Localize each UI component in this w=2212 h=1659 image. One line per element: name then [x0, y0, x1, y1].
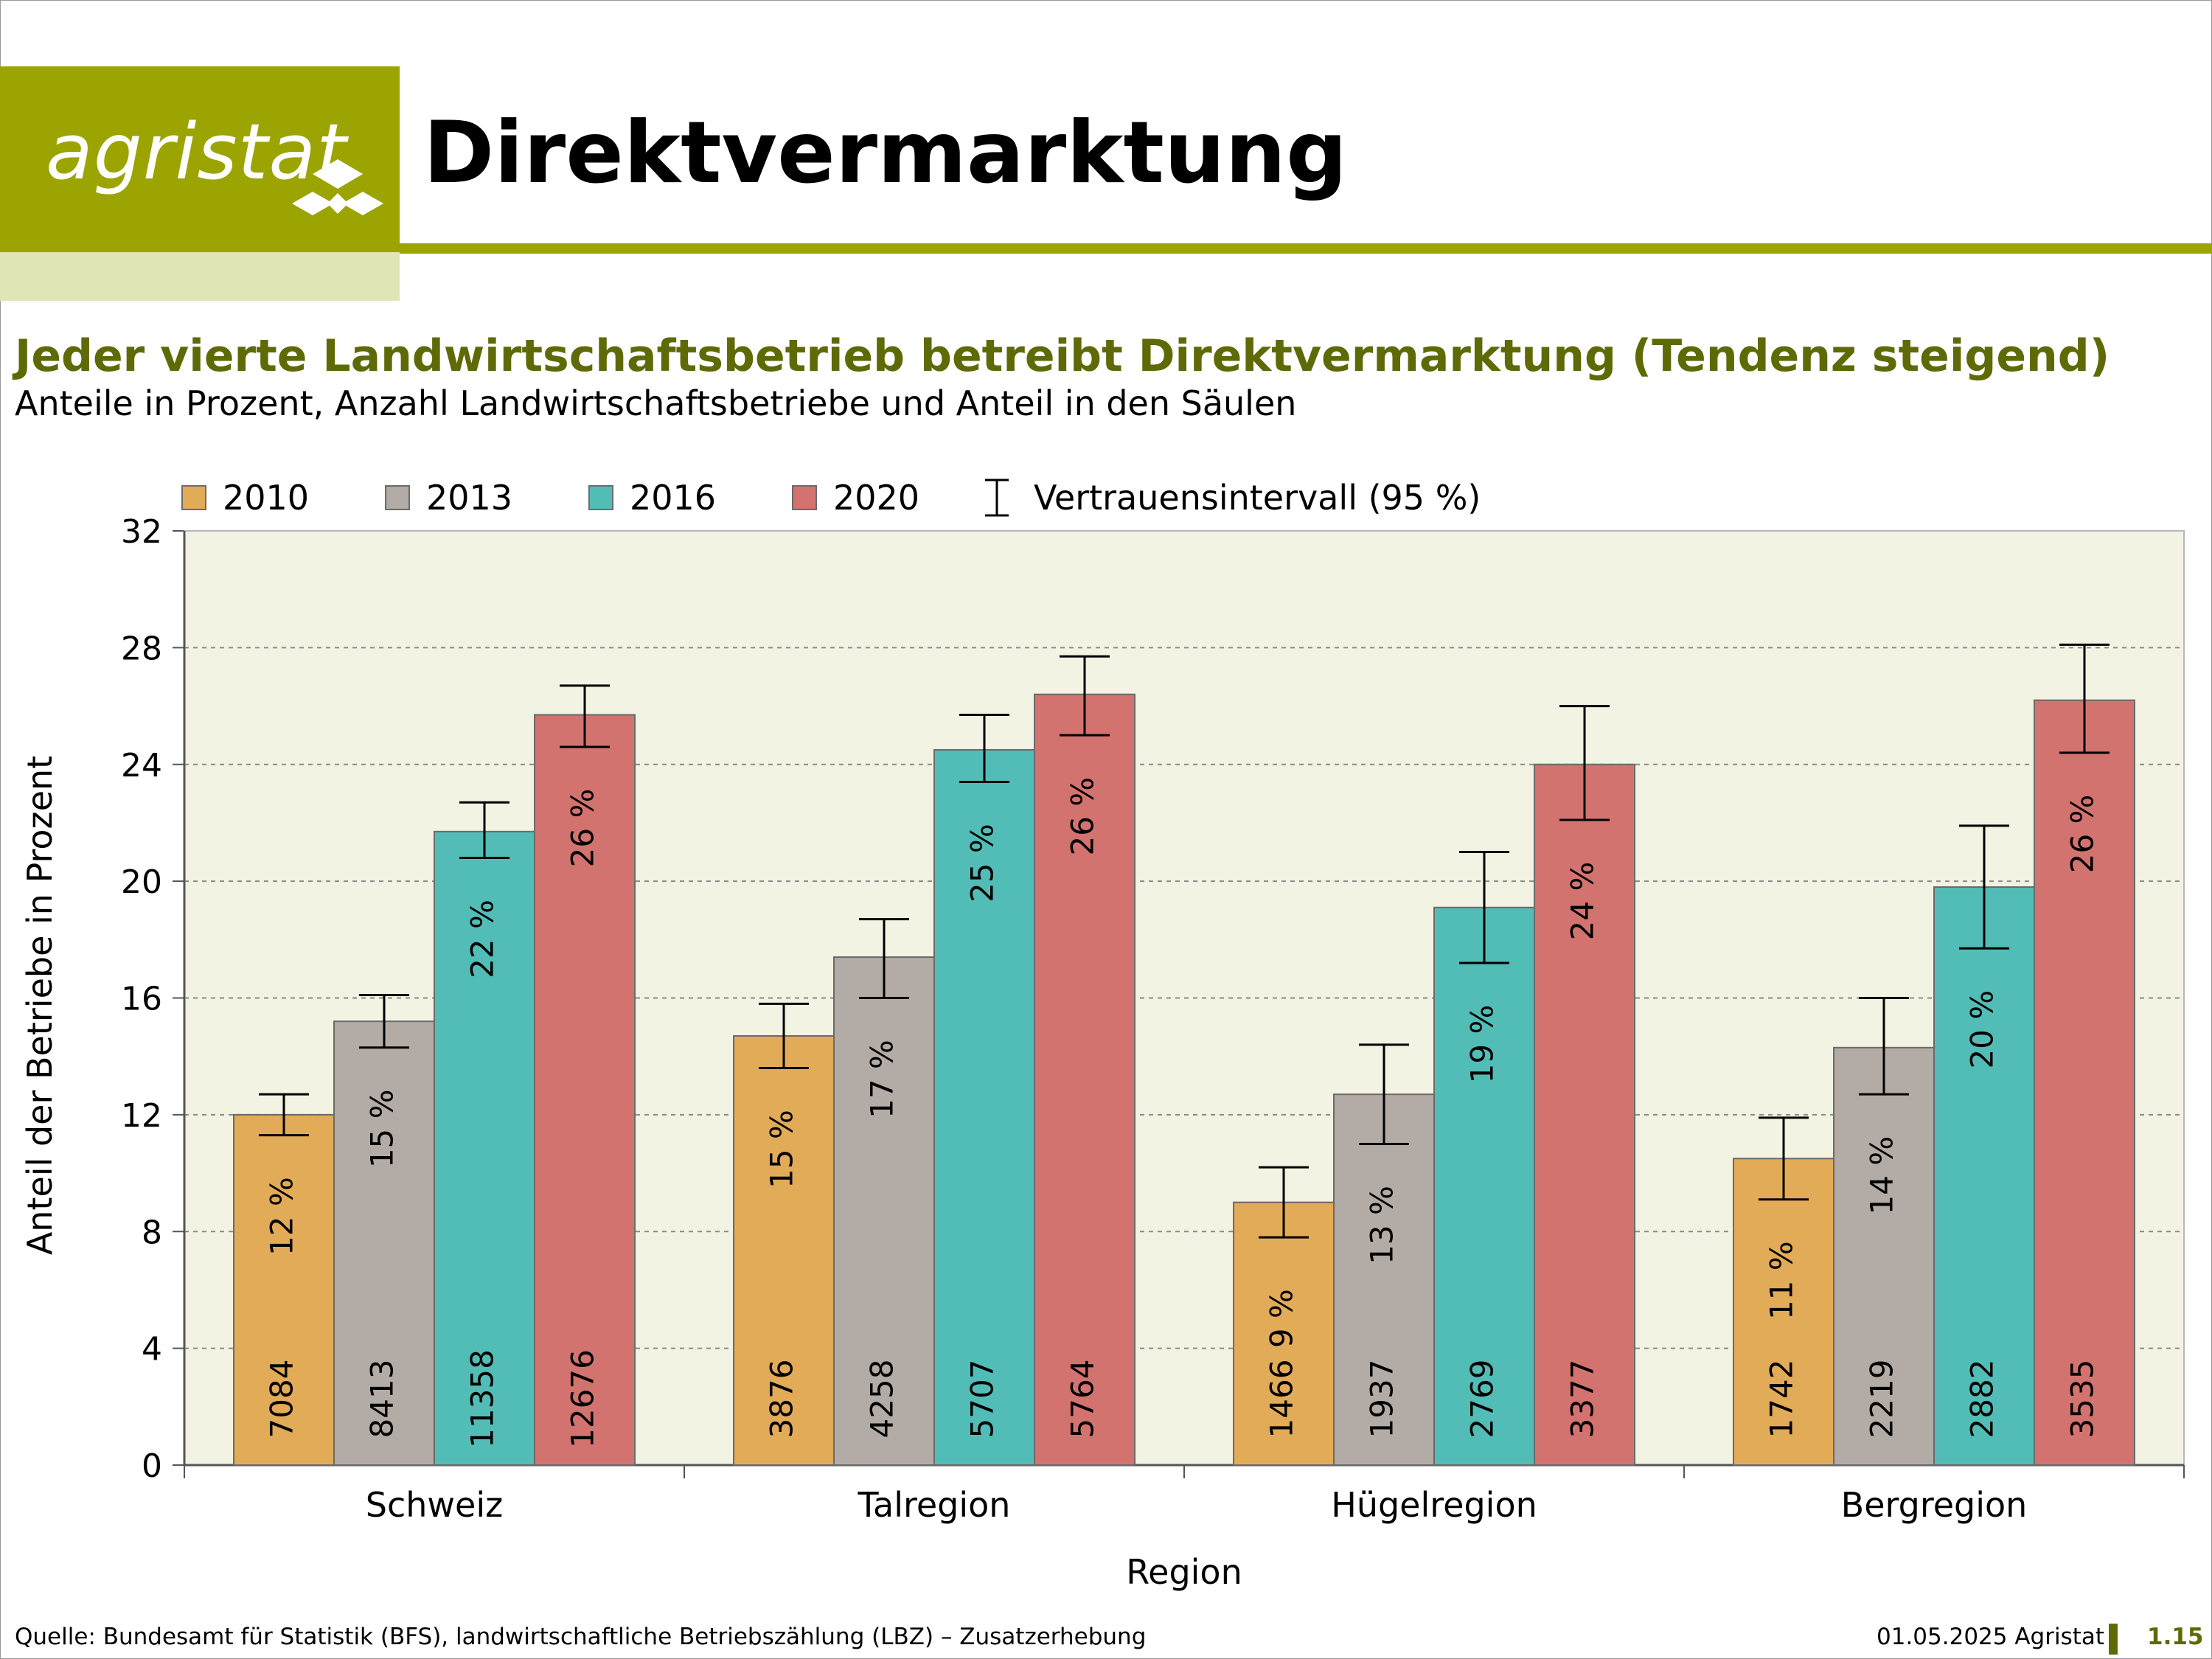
legend-label-2016: 2016 [630, 478, 717, 518]
y-tick-label: 32 [121, 513, 162, 551]
data-label-percent: 12 % [264, 1177, 300, 1256]
y-tick-label: 8 [142, 1214, 162, 1251]
data-label-count: 8413 [364, 1360, 400, 1439]
bar [1233, 1201, 1335, 1466]
bar [534, 714, 636, 1466]
legend-label-2013: 2013 [426, 478, 513, 518]
legend-label-2010: 2010 [223, 478, 310, 518]
bar [1433, 906, 1535, 1466]
data-label-count: 7084 [264, 1360, 300, 1439]
data-label-count: 2219 [1864, 1360, 1900, 1439]
legend-swatch-2010 [181, 485, 206, 510]
logo-underlay [0, 252, 400, 301]
agristat-logo-mark-icon [292, 159, 383, 215]
x-axis-title: Region [1126, 1552, 1242, 1592]
data-label-count: 1742 [1764, 1360, 1800, 1439]
legend-swatch-2020 [792, 485, 817, 510]
data-label-percent: 15 % [764, 1110, 800, 1189]
data-label-percent: 26 % [2065, 795, 2101, 874]
agristat-logo: agristat [46, 107, 347, 197]
bar [1034, 693, 1135, 1466]
legend-item-2016: 2016 [588, 472, 716, 524]
legend-label-2020: 2020 [833, 478, 920, 518]
data-label-count: 5764 [1065, 1360, 1101, 1439]
chart-subtitle: Anteile in Prozent, Anzahl Landwirtschaf… [15, 383, 1297, 423]
header-rule [400, 243, 2212, 254]
y-tick-label: 28 [121, 630, 162, 667]
footer-divider [2109, 1624, 2118, 1655]
bar [2034, 699, 2135, 1466]
bar [233, 1113, 335, 1466]
page-title: Direktvermarktung [423, 103, 1348, 203]
data-label-count: 2769 [1464, 1360, 1500, 1439]
data-label-percent: 26 % [1065, 777, 1101, 856]
legend-swatch-2013 [385, 485, 410, 510]
bar [1333, 1093, 1435, 1467]
source-note: Quelle: Bundesamt für Statistik (BFS), l… [15, 1624, 1147, 1650]
data-label-percent: 20 % [1964, 990, 2000, 1069]
x-tick-label: Talregion [858, 1485, 1011, 1525]
bar [1733, 1158, 1834, 1466]
x-tick-label: Hügelregion [1331, 1485, 1537, 1525]
data-label-count: 4258 [864, 1360, 900, 1439]
data-label-percent: 9 % [1264, 1289, 1300, 1348]
y-axis-title: Anteil der Betriebe in Prozent [20, 756, 60, 1255]
bar [833, 956, 935, 1466]
data-label-count: 11358 [465, 1349, 501, 1448]
logo-box [0, 66, 400, 252]
data-label-count: 2882 [1964, 1360, 2000, 1439]
bar [1933, 886, 2035, 1466]
data-label-count: 3535 [2065, 1360, 2101, 1439]
bar [1833, 1046, 1935, 1466]
data-label-percent: 26 % [565, 789, 601, 868]
x-tick-label: Bergregion [1841, 1485, 2028, 1525]
bar [1534, 763, 1635, 1466]
page-number: 1.15 [2147, 1624, 2204, 1650]
data-label-percent: 19 % [1464, 1005, 1500, 1084]
chart-title: Jeder vierte Landwirtschaftsbetrieb betr… [15, 330, 2110, 382]
data-label-count: 1937 [1364, 1360, 1400, 1439]
legend-swatch-2016 [588, 485, 613, 510]
data-label-count: 5707 [964, 1360, 1001, 1439]
bar [933, 748, 1035, 1466]
data-label-percent: 24 % [1565, 862, 1601, 941]
legend-item-2010: 2010 [181, 472, 309, 524]
bar [333, 1020, 435, 1467]
data-label-count: 1466 [1264, 1360, 1300, 1439]
data-label-count: 3377 [1565, 1360, 1601, 1439]
bar [733, 1034, 835, 1467]
data-label-percent: 22 % [465, 900, 501, 978]
y-tick-label: 0 [142, 1447, 162, 1485]
data-label-percent: 25 % [964, 824, 1001, 902]
data-label-percent: 15 % [364, 1089, 400, 1168]
legend-item-2020: 2020 [792, 472, 919, 524]
y-tick-label: 20 [121, 863, 162, 901]
legend-label-ci: Vertrauensintervall (95 %) [1034, 478, 1481, 518]
footer-date: 01.05.2025 Agristat [1877, 1624, 2105, 1650]
data-label-percent: 17 % [864, 1040, 900, 1119]
legend-item-ci: Vertrauensintervall (95 %) [975, 472, 1481, 524]
data-label-percent: 13 % [1364, 1186, 1400, 1265]
legend-item-2013: 2013 [385, 472, 512, 524]
y-tick-label: 4 [142, 1331, 162, 1368]
error-bar-icon [985, 479, 1009, 517]
data-label-percent: 11 % [1764, 1241, 1800, 1320]
y-tick-label: 24 [121, 747, 162, 785]
bar [434, 830, 535, 1467]
y-tick-label: 16 [121, 981, 162, 1018]
y-tick-label: 12 [121, 1097, 162, 1135]
data-label-percent: 14 % [1864, 1136, 1900, 1215]
data-label-count: 3876 [764, 1360, 800, 1439]
data-label-count: 12676 [565, 1349, 601, 1448]
x-tick-label: Schweiz [366, 1485, 504, 1525]
